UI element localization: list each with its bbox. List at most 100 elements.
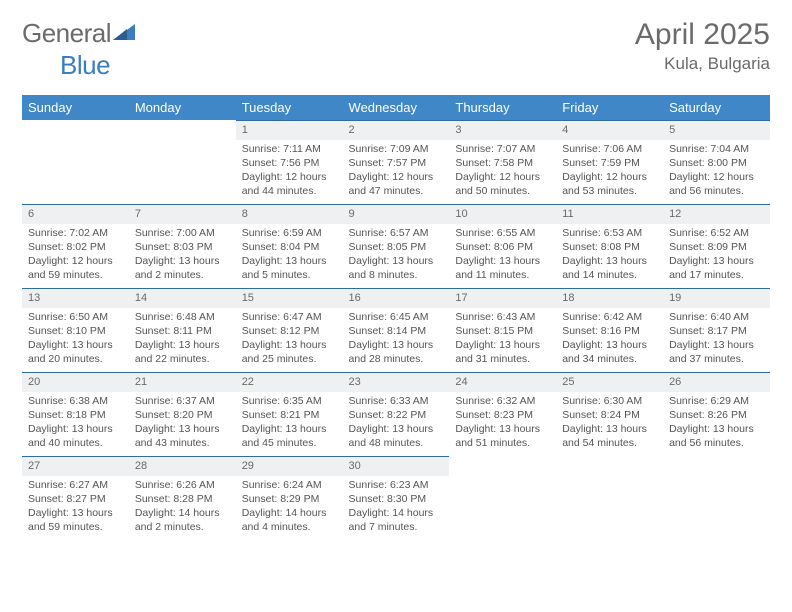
calendar-cell bbox=[129, 120, 236, 204]
day-number: 6 bbox=[22, 204, 129, 224]
daylight-text: Daylight: 14 hours and 2 minutes. bbox=[135, 506, 230, 534]
logo: General bbox=[22, 18, 135, 49]
day-number: 12 bbox=[663, 204, 770, 224]
daylight-text: Daylight: 13 hours and 25 minutes. bbox=[242, 338, 337, 366]
day-number: 23 bbox=[343, 372, 450, 392]
day-details: Sunrise: 6:30 AMSunset: 8:24 PMDaylight:… bbox=[556, 392, 663, 455]
calendar-cell bbox=[22, 120, 129, 204]
day-number: 18 bbox=[556, 288, 663, 308]
calendar-cell: 26Sunrise: 6:29 AMSunset: 8:26 PMDayligh… bbox=[663, 372, 770, 456]
day-details: Sunrise: 6:37 AMSunset: 8:20 PMDaylight:… bbox=[129, 392, 236, 455]
sunset-text: Sunset: 8:21 PM bbox=[242, 408, 337, 422]
day-header: Saturday bbox=[663, 95, 770, 120]
sunrise-text: Sunrise: 7:06 AM bbox=[562, 142, 657, 156]
day-number: 7 bbox=[129, 204, 236, 224]
day-number: 16 bbox=[343, 288, 450, 308]
day-details: Sunrise: 6:35 AMSunset: 8:21 PMDaylight:… bbox=[236, 392, 343, 455]
day-number: 17 bbox=[449, 288, 556, 308]
daylight-text: Daylight: 12 hours and 59 minutes. bbox=[28, 254, 123, 282]
sunrise-text: Sunrise: 6:33 AM bbox=[349, 394, 444, 408]
daylight-text: Daylight: 13 hours and 5 minutes. bbox=[242, 254, 337, 282]
daylight-text: Daylight: 13 hours and 28 minutes. bbox=[349, 338, 444, 366]
day-header: Tuesday bbox=[236, 95, 343, 120]
daylight-text: Daylight: 13 hours and 40 minutes. bbox=[28, 422, 123, 450]
day-details: Sunrise: 7:02 AMSunset: 8:02 PMDaylight:… bbox=[22, 224, 129, 287]
daylight-text: Daylight: 13 hours and 54 minutes. bbox=[562, 422, 657, 450]
sunrise-text: Sunrise: 6:29 AM bbox=[669, 394, 764, 408]
daylight-text: Daylight: 13 hours and 2 minutes. bbox=[135, 254, 230, 282]
day-header: Friday bbox=[556, 95, 663, 120]
sunrise-text: Sunrise: 6:45 AM bbox=[349, 310, 444, 324]
sunrise-text: Sunrise: 6:53 AM bbox=[562, 226, 657, 240]
sunrise-text: Sunrise: 6:37 AM bbox=[135, 394, 230, 408]
day-details: Sunrise: 6:48 AMSunset: 8:11 PMDaylight:… bbox=[129, 308, 236, 371]
sunrise-text: Sunrise: 6:38 AM bbox=[28, 394, 123, 408]
day-header: Monday bbox=[129, 95, 236, 120]
sunrise-text: Sunrise: 7:02 AM bbox=[28, 226, 123, 240]
sunset-text: Sunset: 8:22 PM bbox=[349, 408, 444, 422]
day-details: Sunrise: 6:43 AMSunset: 8:15 PMDaylight:… bbox=[449, 308, 556, 371]
calendar-cell: 18Sunrise: 6:42 AMSunset: 8:16 PMDayligh… bbox=[556, 288, 663, 372]
day-details: Sunrise: 6:32 AMSunset: 8:23 PMDaylight:… bbox=[449, 392, 556, 455]
sunset-text: Sunset: 7:59 PM bbox=[562, 156, 657, 170]
logo-word-1: General bbox=[22, 18, 111, 49]
calendar-cell: 16Sunrise: 6:45 AMSunset: 8:14 PMDayligh… bbox=[343, 288, 450, 372]
calendar-week-row: 6Sunrise: 7:02 AMSunset: 8:02 PMDaylight… bbox=[22, 204, 770, 288]
calendar-cell: 17Sunrise: 6:43 AMSunset: 8:15 PMDayligh… bbox=[449, 288, 556, 372]
sunset-text: Sunset: 8:05 PM bbox=[349, 240, 444, 254]
sunset-text: Sunset: 8:16 PM bbox=[562, 324, 657, 338]
calendar-table: SundayMondayTuesdayWednesdayThursdayFrid… bbox=[22, 95, 770, 540]
calendar-cell: 3Sunrise: 7:07 AMSunset: 7:58 PMDaylight… bbox=[449, 120, 556, 204]
calendar-week-row: 27Sunrise: 6:27 AMSunset: 8:27 PMDayligh… bbox=[22, 456, 770, 540]
calendar-cell: 19Sunrise: 6:40 AMSunset: 8:17 PMDayligh… bbox=[663, 288, 770, 372]
sunset-text: Sunset: 8:10 PM bbox=[28, 324, 123, 338]
sunset-text: Sunset: 8:29 PM bbox=[242, 492, 337, 506]
calendar-cell: 11Sunrise: 6:53 AMSunset: 8:08 PMDayligh… bbox=[556, 204, 663, 288]
calendar-cell: 29Sunrise: 6:24 AMSunset: 8:29 PMDayligh… bbox=[236, 456, 343, 540]
sunrise-text: Sunrise: 6:48 AM bbox=[135, 310, 230, 324]
sunset-text: Sunset: 8:02 PM bbox=[28, 240, 123, 254]
day-number: 27 bbox=[22, 456, 129, 476]
sunset-text: Sunset: 8:30 PM bbox=[349, 492, 444, 506]
day-details: Sunrise: 6:42 AMSunset: 8:16 PMDaylight:… bbox=[556, 308, 663, 371]
daylight-text: Daylight: 12 hours and 47 minutes. bbox=[349, 170, 444, 198]
daylight-text: Daylight: 12 hours and 53 minutes. bbox=[562, 170, 657, 198]
day-number: 20 bbox=[22, 372, 129, 392]
day-number: 22 bbox=[236, 372, 343, 392]
sunrise-text: Sunrise: 6:35 AM bbox=[242, 394, 337, 408]
sunset-text: Sunset: 7:56 PM bbox=[242, 156, 337, 170]
daylight-text: Daylight: 13 hours and 59 minutes. bbox=[28, 506, 123, 534]
calendar-cell: 6Sunrise: 7:02 AMSunset: 8:02 PMDaylight… bbox=[22, 204, 129, 288]
sunrise-text: Sunrise: 6:24 AM bbox=[242, 478, 337, 492]
calendar-cell: 12Sunrise: 6:52 AMSunset: 8:09 PMDayligh… bbox=[663, 204, 770, 288]
day-header: Wednesday bbox=[343, 95, 450, 120]
calendar-cell: 5Sunrise: 7:04 AMSunset: 8:00 PMDaylight… bbox=[663, 120, 770, 204]
calendar-head: SundayMondayTuesdayWednesdayThursdayFrid… bbox=[22, 95, 770, 120]
daylight-text: Daylight: 13 hours and 22 minutes. bbox=[135, 338, 230, 366]
sunrise-text: Sunrise: 7:09 AM bbox=[349, 142, 444, 156]
sunset-text: Sunset: 8:04 PM bbox=[242, 240, 337, 254]
calendar-cell: 21Sunrise: 6:37 AMSunset: 8:20 PMDayligh… bbox=[129, 372, 236, 456]
calendar-cell: 15Sunrise: 6:47 AMSunset: 8:12 PMDayligh… bbox=[236, 288, 343, 372]
day-details: Sunrise: 6:47 AMSunset: 8:12 PMDaylight:… bbox=[236, 308, 343, 371]
sunset-text: Sunset: 8:28 PM bbox=[135, 492, 230, 506]
day-details: Sunrise: 6:29 AMSunset: 8:26 PMDaylight:… bbox=[663, 392, 770, 455]
daylight-text: Daylight: 13 hours and 43 minutes. bbox=[135, 422, 230, 450]
calendar-cell: 20Sunrise: 6:38 AMSunset: 8:18 PMDayligh… bbox=[22, 372, 129, 456]
logo-word-2: Blue bbox=[60, 50, 110, 81]
sunrise-text: Sunrise: 6:47 AM bbox=[242, 310, 337, 324]
daylight-text: Daylight: 13 hours and 17 minutes. bbox=[669, 254, 764, 282]
daylight-text: Daylight: 13 hours and 31 minutes. bbox=[455, 338, 550, 366]
day-header-row: SundayMondayTuesdayWednesdayThursdayFrid… bbox=[22, 95, 770, 120]
day-number: 24 bbox=[449, 372, 556, 392]
calendar-cell: 14Sunrise: 6:48 AMSunset: 8:11 PMDayligh… bbox=[129, 288, 236, 372]
calendar-week-row: 13Sunrise: 6:50 AMSunset: 8:10 PMDayligh… bbox=[22, 288, 770, 372]
calendar-cell: 24Sunrise: 6:32 AMSunset: 8:23 PMDayligh… bbox=[449, 372, 556, 456]
sunset-text: Sunset: 8:20 PM bbox=[135, 408, 230, 422]
day-header: Sunday bbox=[22, 95, 129, 120]
day-details: Sunrise: 6:26 AMSunset: 8:28 PMDaylight:… bbox=[129, 476, 236, 539]
daylight-text: Daylight: 13 hours and 20 minutes. bbox=[28, 338, 123, 366]
daylight-text: Daylight: 14 hours and 4 minutes. bbox=[242, 506, 337, 534]
day-number: 1 bbox=[236, 120, 343, 140]
calendar-week-row: 1Sunrise: 7:11 AMSunset: 7:56 PMDaylight… bbox=[22, 120, 770, 204]
